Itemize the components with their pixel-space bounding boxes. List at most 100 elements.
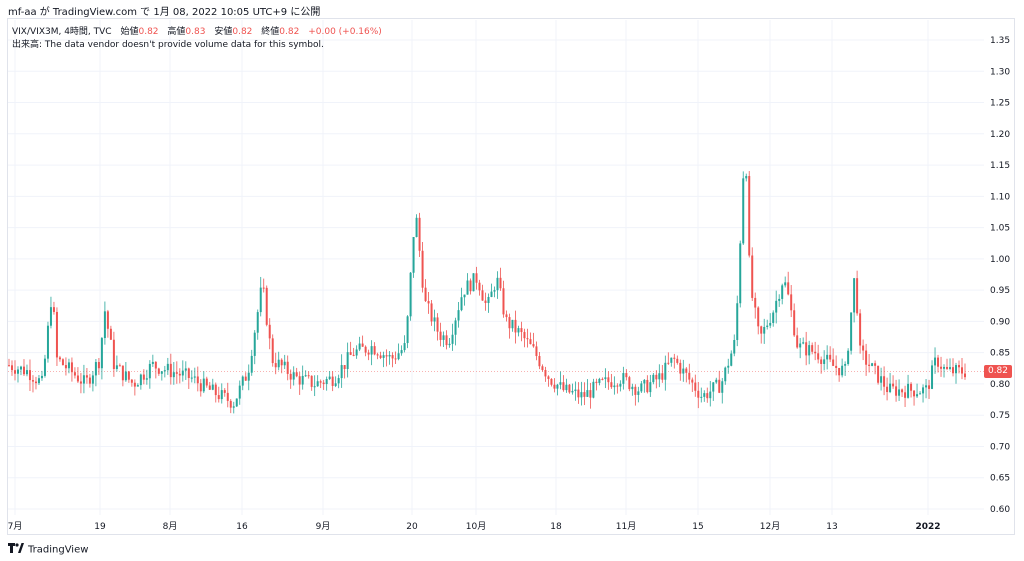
candle-body [445,335,448,346]
candle-body [589,390,592,398]
candle-body [817,353,820,360]
candle-body [202,378,205,392]
candle-body [559,382,562,385]
candle-body [490,291,493,297]
candle-body [253,332,256,356]
candle-body [106,311,109,329]
candle-body [697,390,700,398]
candle-body [718,379,721,393]
candle-body [694,382,697,391]
candle-body [265,287,268,325]
y-tick-label: 0.90 [990,317,1010,327]
candle-body [814,351,817,354]
candle-body [211,384,214,390]
candle-body [58,357,61,360]
y-tick-label: 0.75 [990,411,1010,421]
candle-body [448,343,451,346]
candle-body [565,384,568,391]
x-tick-label: 12月 [760,521,780,532]
candle-body [430,303,433,322]
candle-body [169,363,172,378]
candle-body [364,346,367,353]
candle-body [382,355,385,358]
candle-body [907,383,910,398]
candle-body [496,277,499,291]
candle-body [868,364,871,366]
candle-body [712,382,715,392]
candle-body [316,381,319,387]
candle-body [829,354,832,360]
candle-body [331,376,334,386]
candle-body [247,372,250,381]
candle-body [901,389,904,393]
candle-body [286,361,289,374]
candle-body [256,312,259,333]
candle-body [739,243,742,304]
candle-body [469,280,472,292]
publish-text: mf-aa が TradingView.com で 1月 08, 2022 10… [8,7,321,18]
candle-body [304,375,307,377]
x-tick-label: 7月 [8,521,23,532]
candle-body [529,339,532,345]
candle-body [502,288,505,315]
candle-body [580,392,583,398]
y-tick-label: 0.85 [990,349,1010,359]
y-tick-label: 1.20 [990,130,1010,140]
x-tick-label: 16 [236,522,248,532]
candle-body [349,352,352,355]
candle-body [808,345,811,356]
candle-body [592,381,595,398]
candle-body [340,365,343,379]
candle-body [667,362,670,364]
high-value: 0.83 [185,27,206,37]
candle-body [193,376,196,378]
candle-body [547,376,550,379]
candle-body [886,386,889,393]
candle-body [862,345,865,351]
candle-body [175,372,178,374]
candle-body [100,338,103,369]
candle-body [196,376,199,384]
candle-body [22,366,25,375]
candle-body [94,362,97,376]
candle-body [493,290,496,292]
footer-brand[interactable]: TradingView [8,543,88,557]
candle-body [406,316,409,344]
x-tick-label: 15 [692,522,703,532]
candle-body [292,372,295,380]
candle-body [682,368,685,374]
candle-body [811,345,814,352]
candle-body [895,386,898,396]
candle-body [436,317,439,332]
candle-body [313,386,316,388]
y-tick-label: 1.30 [990,67,1010,77]
candle-body [850,312,853,351]
candle-body [865,350,868,365]
candle-body [361,343,364,347]
candle-body [607,377,610,383]
candle-body [133,382,136,387]
close-value: 0.82 [279,27,300,37]
candle-body [505,314,508,318]
candle-body [952,367,955,374]
candle-body [259,287,262,313]
candle-body [118,365,121,367]
x-tick-label: 19 [94,522,106,532]
candle-body [379,355,382,358]
symbol-label[interactable]: VIX/VIX3M, 4時間, TVC [12,27,112,37]
candle-body [226,392,229,401]
candle-body [328,376,331,380]
candle-body [838,367,841,376]
candle-body [484,300,487,303]
candle-body [64,365,67,369]
y-tick-label: 0.65 [990,474,1010,484]
candle-body [790,294,793,311]
candle-body [640,383,643,392]
y-tick-label: 1.25 [990,99,1010,109]
chart-frame[interactable] [7,18,1015,535]
candle-body [244,376,247,381]
candle-body [823,359,826,364]
candle-body [205,378,208,386]
candle-body [73,372,76,376]
